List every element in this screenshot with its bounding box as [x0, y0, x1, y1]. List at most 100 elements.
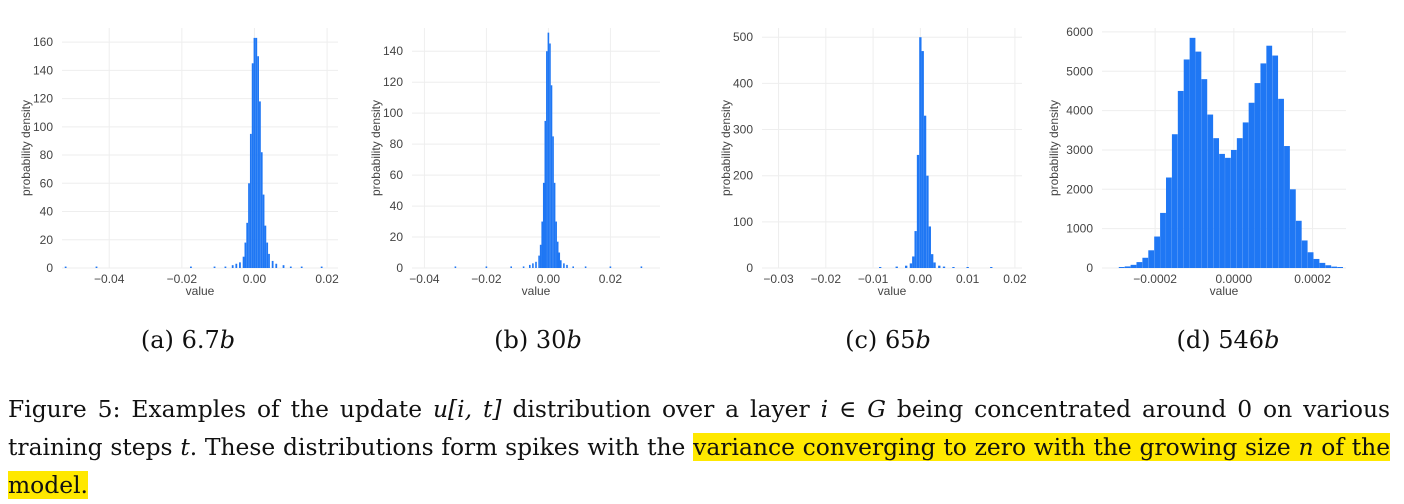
y-tick-label: 140: [383, 44, 403, 58]
y-tick-label: 120: [33, 92, 53, 106]
histogram-bar: [914, 231, 917, 268]
histogram-bar: [1307, 252, 1314, 268]
x-tick-label: 0.02: [599, 272, 623, 286]
histogram-bar: [1236, 138, 1243, 268]
histogram-bar: [271, 260, 274, 268]
histogram-bar: [550, 85, 553, 269]
y-tick-label: 300: [733, 123, 753, 137]
histogram-bar: [1242, 122, 1249, 268]
y-tick-label: 4000: [1066, 104, 1093, 118]
y-tick-label: 2000: [1066, 182, 1093, 196]
histogram-bar: [538, 255, 540, 268]
histogram-bar: [1331, 266, 1338, 268]
histogram-bar: [1266, 45, 1273, 268]
y-tick-label: 5000: [1066, 64, 1093, 78]
x-tick-label: 0.0002: [1294, 272, 1331, 286]
histogram-bar: [1142, 257, 1149, 268]
histogram-bar: [966, 267, 969, 268]
histogram-bar: [1278, 98, 1284, 268]
histogram-bar: [282, 265, 285, 268]
histogram-bar: [542, 182, 545, 268]
histogram-bar: [1219, 153, 1225, 268]
x-tick-label: −0.04: [409, 272, 440, 286]
histogram-bar: [926, 175, 929, 268]
histogram-bar: [1301, 240, 1308, 268]
histogram-bar: [952, 267, 955, 268]
histogram-bar: [921, 51, 924, 269]
histogram-b: 0 20 40 60 80 100 120 140 −0.04 −0.02 0.00 0.02 valu…: [369, 28, 660, 298]
histogram-bar: [242, 256, 245, 268]
histogram-bar: [1260, 63, 1267, 268]
histogram-bar: [289, 266, 292, 268]
histogram-bar: [268, 253, 270, 268]
x-tick-label: 0.0000: [1215, 272, 1252, 286]
histogram-bar: [942, 266, 946, 268]
histogram-a: 0 20 40 60 80 100 120 140 160 −0.04 −0.02 0.00 0.02 v…: [19, 28, 339, 298]
histogram-bar: [248, 183, 250, 268]
histogram-bar: [1319, 262, 1326, 268]
histogram-bar: [213, 266, 216, 268]
histogram-bar: [1254, 83, 1261, 268]
histogram-bar: [1230, 149, 1237, 268]
histogram-bar: [566, 264, 568, 268]
histogram-bar: [553, 182, 556, 268]
panel-a: 0 20 40 60 80 100 120 140 160 −0.04 −0.02 0.00 0.02 v…: [18, 0, 339, 310]
y-tick-label: 100: [383, 106, 403, 120]
histogram-bar: [266, 242, 269, 268]
histogram-bar: [231, 265, 234, 268]
panel-d: 0 1000 2000 3000 4000 5000 6000 −0.0002 0.0000 0.…: [1046, 0, 1366, 310]
x-tick-label: 0.02: [315, 272, 339, 286]
histogram-bar: [522, 266, 525, 268]
histogram-bar: [264, 225, 267, 268]
x-axis-label: value: [522, 284, 551, 298]
histogram-bar: [1284, 146, 1290, 268]
histogram-bar: [539, 244, 542, 268]
histogram-bar: [912, 256, 915, 268]
histogram-bar: [224, 266, 227, 268]
histogram-bar: [300, 266, 303, 268]
y-tick-label: 80: [390, 137, 404, 151]
x-tick-label: 0.02: [1003, 272, 1027, 286]
y-tick-label: 160: [33, 35, 53, 49]
y-axis-label: probability density: [1047, 100, 1061, 196]
panel-c: 0 100 200 300 400 500 −0.03 −0.02 −0.01 0.00 0.01 0…: [718, 0, 1038, 310]
histogram-bar: [1225, 157, 1231, 268]
histogram-bar: [541, 221, 543, 268]
panel-b: 0 20 40 60 80 100 120 140 −0.04 −0.02 0.00 0.02 valu…: [368, 0, 688, 310]
y-tick-label: 20: [390, 230, 404, 244]
y-tick-label: 1000: [1066, 222, 1093, 236]
histogram-bar: [190, 266, 192, 268]
histogram-bar: [1295, 220, 1302, 268]
histogram-bar: [544, 120, 547, 268]
histogram-bar: [1337, 267, 1343, 268]
histogram-bar: [547, 32, 550, 269]
histogram-bar: [1325, 265, 1332, 268]
y-tick-label: 100: [33, 120, 53, 134]
y-tick-label: 60: [390, 168, 404, 182]
histogram-bar: [244, 242, 247, 268]
histogram-bar: [555, 221, 557, 268]
y-tick-label: 6000: [1066, 25, 1093, 39]
histogram-bar: [549, 43, 551, 268]
histogram-bar: [556, 241, 559, 268]
histogram-bar: [1154, 236, 1160, 268]
figure-caption: Figure 5: Examples of the update u[i, t]…: [8, 395, 1391, 499]
histogram-bar: [1160, 212, 1166, 268]
histogram-bar: [1183, 59, 1190, 269]
histogram-bar: [257, 56, 259, 269]
histogram-bar: [1171, 134, 1178, 268]
y-tick-label: 3000: [1066, 143, 1093, 157]
histogram-bar: [923, 115, 927, 268]
y-tick-label: 40: [40, 205, 54, 219]
histogram-bar: [905, 265, 908, 268]
histogram-bar: [640, 266, 643, 268]
histogram-bar: [879, 267, 882, 268]
histogram-bar: [251, 63, 254, 269]
histogram-bar: [239, 262, 241, 268]
histogram-bar: [895, 266, 898, 268]
histogram-bar: [1136, 262, 1143, 268]
y-tick-label: 400: [733, 76, 753, 90]
histogram-bar: [584, 266, 587, 268]
histogram-bar: [1189, 37, 1196, 269]
histogram-bar: [560, 260, 562, 268]
